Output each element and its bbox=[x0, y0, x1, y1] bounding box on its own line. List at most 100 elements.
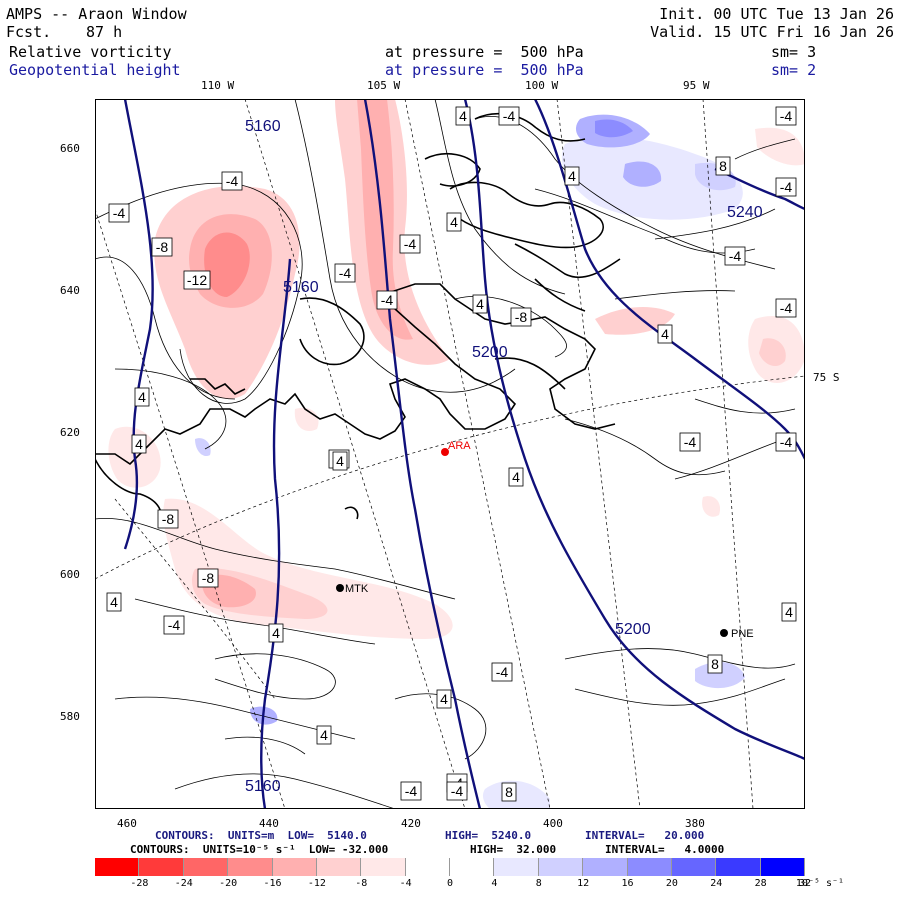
x-tick-380: 380 bbox=[685, 817, 705, 830]
vorticity-value-box: 4 bbox=[508, 467, 524, 487]
height-label: 5200 bbox=[615, 621, 651, 638]
vorticity-value: -8 bbox=[202, 570, 215, 586]
x-tick-420: 420 bbox=[401, 817, 421, 830]
station-markers: ARA MTK PNE bbox=[336, 440, 754, 640]
vorticity-value-box: -4 bbox=[679, 432, 701, 452]
vorticity-value-box: 8 bbox=[707, 654, 723, 674]
x-tick-460: 460 bbox=[117, 817, 137, 830]
y-tick-600: 600 bbox=[60, 568, 80, 581]
y-tick-660: 660 bbox=[60, 142, 80, 155]
colorbar-tick-label: -4 bbox=[399, 878, 412, 889]
footer-height-interval: INTERVAL= 20.000 bbox=[585, 829, 705, 842]
field1-sm: sm= 3 bbox=[771, 43, 817, 61]
vorticity-value-box: 4 bbox=[332, 451, 348, 471]
colorbar-tick-label: -24 bbox=[174, 878, 193, 889]
vorticity-value: -4 bbox=[226, 173, 239, 189]
field2-sm: sm= 2 bbox=[771, 61, 817, 79]
vorticity-value: -4 bbox=[381, 292, 394, 308]
vorticity-value: 4 bbox=[440, 691, 448, 707]
height-contours bbox=[123, 99, 805, 809]
vorticity-value-box: -4 bbox=[400, 781, 422, 801]
colorbar-tick-label: 24 bbox=[710, 878, 723, 889]
lat-lon-grid bbox=[95, 99, 805, 809]
colorbar bbox=[95, 858, 805, 876]
footer-vort-interval: INTERVAL= 4.0000 bbox=[605, 843, 725, 856]
colorbar-tick-label: 16 bbox=[621, 878, 634, 889]
vorticity-value-box: -8 bbox=[197, 568, 219, 588]
colorbar-swatch bbox=[272, 858, 317, 876]
lat-label-75s: 75 S bbox=[813, 371, 840, 384]
colorbar-tick-label: 28 bbox=[754, 878, 767, 889]
vorticity-value: -8 bbox=[515, 309, 528, 325]
vorticity-value-box: -4 bbox=[376, 290, 398, 310]
colorbar-tick-label: -8 bbox=[355, 878, 368, 889]
vorticity-value: 4 bbox=[661, 326, 669, 342]
vorticity-value: 4 bbox=[476, 296, 484, 312]
colorbar-swatch bbox=[583, 858, 628, 876]
station-marker-pne bbox=[720, 629, 728, 637]
vorticity-value-box: -4 bbox=[334, 263, 356, 283]
y-tick-640: 640 bbox=[60, 284, 80, 297]
vorticity-value-box: 4 bbox=[657, 324, 673, 344]
station-label-ara: ARA bbox=[448, 440, 471, 452]
vorticity-value: -4 bbox=[113, 205, 126, 221]
vorticity-value-box: 4 bbox=[455, 106, 471, 126]
vorticity-value: 4 bbox=[272, 625, 280, 641]
vorticity-value-box: -4 bbox=[108, 203, 130, 223]
vorticity-value-box: -4 bbox=[221, 171, 243, 191]
vorticity-value: -8 bbox=[162, 511, 175, 527]
height-label-group: 5160 5160 5160 5200 5200 5240 bbox=[245, 118, 763, 795]
colorbar-swatch bbox=[405, 858, 450, 876]
vorticity-value-box: 4 bbox=[106, 592, 122, 612]
vorticity-value: 8 bbox=[505, 784, 513, 800]
field1-name: Relative vorticity bbox=[9, 43, 172, 61]
init-time: Init. 00 UTC Tue 13 Jan 26 bbox=[659, 5, 894, 23]
colorbar-tick-label: -28 bbox=[130, 878, 149, 889]
vorticity-value-box: -4 bbox=[446, 781, 468, 801]
vorticity-value-box: -8 bbox=[510, 307, 532, 327]
height-label: 5160 bbox=[245, 778, 281, 795]
field1-level: at pressure = 500 hPa bbox=[385, 43, 584, 61]
colorbar-swatch bbox=[494, 858, 539, 876]
valid-time: Valid. 15 UTC Fri 16 Jan 26 bbox=[650, 23, 894, 41]
vorticity-value: 8 bbox=[711, 656, 719, 672]
x-tick-400: 400 bbox=[543, 817, 563, 830]
colorbar-swatch bbox=[139, 858, 184, 876]
station-marker-mtk bbox=[336, 584, 344, 592]
vorticity-value-box: -4 bbox=[775, 106, 797, 126]
height-label: 5160 bbox=[283, 279, 319, 296]
colorbar-swatch bbox=[716, 858, 761, 876]
vorticity-value-box: -4 bbox=[491, 662, 513, 682]
y-tick-580: 580 bbox=[60, 710, 80, 723]
vorticity-value: 4 bbox=[138, 389, 146, 405]
footer-vort-high: HIGH= 32.000 bbox=[470, 843, 557, 856]
vorticity-value-box: 4 bbox=[131, 434, 147, 454]
height-label: 5200 bbox=[472, 344, 508, 361]
vorticity-value-box: -4 bbox=[775, 432, 797, 452]
vorticity-value: 4 bbox=[459, 108, 467, 124]
colorbar-unit: 10⁻⁵ s⁻¹ bbox=[795, 878, 845, 889]
vorticity-value: -12 bbox=[187, 272, 207, 288]
vorticity-value-box: 4 bbox=[268, 623, 284, 643]
colorbar-swatch bbox=[95, 858, 140, 876]
vorticity-value-box: 4 bbox=[446, 212, 462, 232]
vorticity-value: 4 bbox=[110, 594, 118, 610]
vorticity-value-box: 4 bbox=[564, 166, 580, 186]
vorticity-value: -4 bbox=[684, 434, 697, 450]
vorticity-value: -8 bbox=[156, 239, 169, 255]
colorbar-tick-label: -16 bbox=[263, 878, 282, 889]
footer-vort-units: CONTOURS: UNITS=10⁻⁵ s⁻¹ LOW= -32.000 bbox=[130, 843, 389, 856]
y-tick-620: 620 bbox=[60, 426, 80, 439]
vorticity-value: -4 bbox=[780, 434, 793, 450]
height-label: 5240 bbox=[727, 204, 763, 221]
app-title: AMPS -- Araon Window bbox=[6, 5, 187, 23]
vorticity-value: 4 bbox=[512, 469, 520, 485]
vorticity-value-box: -4 bbox=[724, 246, 746, 266]
colorbar-swatch bbox=[183, 858, 229, 876]
colorbar-tick-label: 0 bbox=[446, 878, 454, 889]
colorbar-tick-label: 8 bbox=[535, 878, 542, 889]
coastline bbox=[95, 112, 621, 525]
vorticity-value: 4 bbox=[785, 604, 793, 620]
vorticity-value-box: -4 bbox=[399, 234, 421, 254]
colorbar-swatch bbox=[671, 858, 717, 876]
